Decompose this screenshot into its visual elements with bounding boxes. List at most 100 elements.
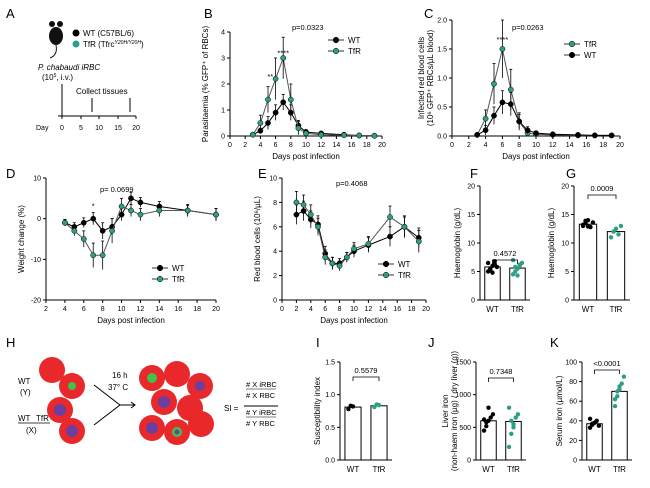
mouse-icon bbox=[49, 21, 63, 59]
legend-marker bbox=[332, 47, 340, 55]
x-tick-label: 20 bbox=[422, 306, 430, 313]
x-tick-label: 0 bbox=[228, 142, 232, 149]
p-value: 0.7348 bbox=[490, 367, 513, 376]
x-tick-label: 2 bbox=[44, 306, 48, 313]
data-point-wt bbox=[608, 132, 615, 139]
bar-tfr bbox=[611, 390, 628, 461]
x-tick-label: 18 bbox=[408, 306, 416, 313]
x-tick-label: TfR bbox=[507, 465, 520, 474]
data-point-tfr bbox=[137, 211, 144, 218]
wt-cells bbox=[39, 357, 85, 399]
x-tick-label: 14 bbox=[155, 306, 163, 313]
x-tick-label: 2 bbox=[467, 142, 471, 149]
y-tick-label: 2 bbox=[221, 82, 225, 89]
x-axis-label: Days post infection bbox=[97, 316, 165, 325]
data-point-tfr bbox=[341, 132, 347, 139]
x-tick-label: 12 bbox=[317, 142, 325, 149]
data-point-tfr bbox=[499, 46, 506, 52]
x-axis-label: Days post infection bbox=[502, 152, 570, 161]
data-point-tfr bbox=[249, 131, 256, 138]
data-point-wt bbox=[90, 215, 97, 222]
x-tick-label: WT bbox=[582, 305, 595, 314]
x-tick-label: 14 bbox=[333, 142, 341, 149]
x-tick-label: 8 bbox=[289, 142, 293, 149]
bar-wt bbox=[578, 223, 598, 301]
legend-marker bbox=[156, 275, 164, 283]
x-tick-label: 18 bbox=[599, 142, 607, 149]
x-tick-label: 20 bbox=[378, 142, 386, 149]
data-dot bbox=[490, 412, 496, 417]
data-dot bbox=[594, 418, 599, 423]
x-tick-label: WT bbox=[588, 465, 601, 474]
significance-mark: **** bbox=[277, 48, 289, 57]
x-axis-label: Days post infection bbox=[272, 152, 340, 161]
y-tick-label: 1.0 bbox=[325, 392, 335, 399]
significance-bracket bbox=[488, 377, 514, 382]
p-value: p=0.4068 bbox=[336, 179, 368, 188]
x-tick-label: TfR bbox=[511, 305, 524, 314]
data-point-wt bbox=[524, 127, 531, 134]
legend-marker bbox=[332, 36, 340, 44]
legend-marker bbox=[382, 260, 390, 268]
legend-marker bbox=[568, 51, 576, 59]
y-tick-label: 1.5 bbox=[325, 360, 335, 367]
timeline-days: 0 5 10 15 20 bbox=[60, 116, 140, 132]
data-point-tfr bbox=[401, 223, 408, 230]
y-tick-label: 500 bbox=[459, 425, 471, 432]
data-point-tfr bbox=[295, 125, 302, 132]
data-point-wt bbox=[533, 130, 539, 136]
x-tick-label: 4 bbox=[63, 306, 67, 313]
data-dot bbox=[509, 418, 514, 423]
x-tick-label: TfR bbox=[610, 305, 623, 314]
data-dot bbox=[486, 405, 491, 410]
y-axis-label: Weight change (%) bbox=[17, 205, 26, 273]
data-point-tfr bbox=[482, 115, 489, 122]
x-tick-label: 20 bbox=[212, 306, 220, 313]
y-tick-label: 0 bbox=[467, 458, 471, 465]
x-tick-label: 10 bbox=[302, 142, 310, 149]
data-dot bbox=[513, 415, 518, 420]
y-tick-label: 0 bbox=[273, 298, 277, 305]
data-point-tfr bbox=[415, 238, 422, 245]
x-tick-label: TfR bbox=[613, 465, 626, 474]
data-point-tfr bbox=[356, 132, 363, 139]
y-tick-label: 2 bbox=[273, 273, 277, 280]
y-tick-label: 6 bbox=[273, 224, 277, 231]
data-dot bbox=[490, 270, 495, 275]
significance-bracket bbox=[587, 194, 617, 199]
x-tick-label: 4 bbox=[309, 306, 313, 313]
data-dot bbox=[506, 405, 512, 410]
x-tick-label: 0 bbox=[280, 306, 284, 313]
data-dot bbox=[346, 406, 351, 412]
p-value: p=0.0323 bbox=[292, 23, 324, 32]
data-dot bbox=[509, 431, 514, 437]
si-label: SI = bbox=[224, 404, 239, 413]
x-tick-label: 16 bbox=[348, 142, 356, 149]
y-tick-label: 0 bbox=[471, 298, 475, 305]
tfr-cells bbox=[47, 397, 85, 444]
x-tick-label: 10 bbox=[350, 306, 358, 313]
panel-d: D -20 -10 0 10 2 4 6 8 10 12 14 16 18 20 Days post infe… bbox=[6, 166, 220, 325]
data-point-wt bbox=[491, 112, 497, 119]
significance-mark: **** bbox=[497, 35, 509, 44]
x-tick-label: 6 bbox=[323, 306, 327, 313]
data-point-wt bbox=[387, 233, 393, 240]
data-point-tfr bbox=[80, 236, 87, 242]
y-axis-label: Liver iron(non-haem iron (µg) / dry live… bbox=[441, 351, 459, 472]
y-tick-label: 1500 bbox=[455, 360, 471, 367]
x-tick-label: 2 bbox=[294, 306, 298, 313]
data-dot bbox=[515, 273, 520, 278]
data-point-wt bbox=[137, 199, 144, 206]
wt-y-label: (Y) bbox=[20, 388, 31, 397]
legend-label: WT bbox=[172, 264, 185, 273]
x-tick-label: 16 bbox=[174, 306, 182, 313]
data-point-wt bbox=[516, 118, 523, 125]
y-tick-label: 4 bbox=[221, 30, 225, 37]
panel-a: A WT (C57BL/6) TfR (TfrcY20H/Y20H) P. ch… bbox=[6, 6, 144, 132]
y-tick-label: 0.5 bbox=[325, 425, 335, 432]
timeline-day-label: 15 bbox=[114, 125, 122, 132]
y-tick-label: 20 bbox=[561, 184, 569, 191]
y-tick-label: 0 bbox=[573, 458, 577, 465]
x-tick-label: 8 bbox=[101, 306, 105, 313]
legend-marker bbox=[568, 40, 576, 48]
